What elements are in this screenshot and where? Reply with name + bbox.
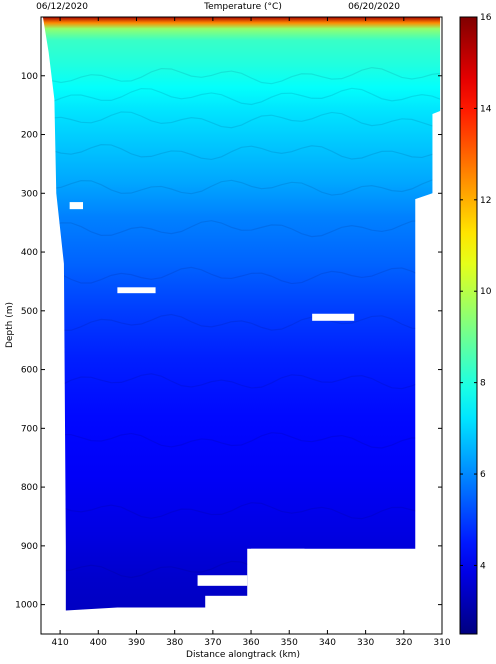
y-tick-label: 800 bbox=[21, 483, 38, 493]
missing-data-patch bbox=[69, 202, 84, 210]
y-tick-label: 100 bbox=[21, 72, 38, 82]
x-tick-label: 410 bbox=[52, 638, 69, 648]
y-tick-label: 600 bbox=[21, 366, 38, 376]
plot-frame bbox=[40, 16, 443, 635]
colorbar-tick-label: 16 bbox=[480, 13, 492, 23]
y-axis-label: Depth (m) bbox=[5, 302, 15, 348]
isotherm-line bbox=[42, 220, 441, 238]
x-tick-label: 360 bbox=[242, 638, 259, 648]
y-tick-label: 1000 bbox=[15, 601, 38, 611]
x-tick-label: 330 bbox=[357, 638, 374, 648]
y-axis-ticks: 100 200 300 400 500 600 700 800 900 1000 bbox=[15, 72, 442, 611]
isotherm-line bbox=[42, 502, 441, 520]
colorbar-tick-label: 14 bbox=[480, 104, 492, 114]
missing-data-patch bbox=[117, 287, 156, 294]
x-tick-label: 390 bbox=[128, 638, 145, 648]
isotherm-line bbox=[42, 66, 441, 85]
isotherm-line bbox=[42, 373, 441, 390]
y-tick-label: 300 bbox=[21, 189, 38, 199]
colorbar-tick-label: 6 bbox=[480, 470, 486, 480]
y-tick-label: 200 bbox=[21, 131, 38, 141]
x-axis-label: Distance alongtrack (km) bbox=[186, 650, 300, 660]
temperature-field bbox=[42, 17, 441, 611]
y-tick-label: 500 bbox=[21, 307, 38, 317]
colorbar-tick-label: 12 bbox=[480, 196, 491, 206]
x-tick-label: 380 bbox=[166, 638, 183, 648]
x-axis-ticks: 410 400 390 380 370 360 350 340 330 320 310 bbox=[52, 17, 451, 648]
missing-data-patch bbox=[312, 313, 355, 321]
missing-data-patch bbox=[197, 575, 248, 586]
colorbar-gradient bbox=[459, 16, 478, 635]
colorbar-tick-label: 10 bbox=[480, 287, 492, 297]
isotherm-line bbox=[42, 87, 441, 106]
section-plot-area: 410 400 390 380 370 360 350 340 330 320 310 100 200… bbox=[15, 16, 451, 648]
x-tick-label: 400 bbox=[90, 638, 107, 648]
x-tick-label: 350 bbox=[281, 638, 298, 648]
x-tick-label: 320 bbox=[395, 638, 412, 648]
colorbar: 4 6 8 10 12 14 16 bbox=[459, 13, 492, 635]
isotherm-line bbox=[42, 313, 441, 331]
date-start-label: 06/12/2020 bbox=[36, 2, 88, 12]
x-tick-label: 310 bbox=[433, 638, 450, 648]
date-end-label: 06/20/2020 bbox=[348, 2, 400, 12]
x-tick-label: 340 bbox=[319, 638, 336, 648]
x-tick-label: 370 bbox=[204, 638, 221, 648]
isotherm-line bbox=[42, 178, 441, 196]
isotherm-line bbox=[42, 266, 441, 285]
missing-data-patch bbox=[205, 595, 252, 608]
chart-title: Temperature (°C) bbox=[203, 2, 282, 12]
colorbar-tick-label: 4 bbox=[480, 561, 486, 571]
isotherm-line bbox=[42, 432, 441, 449]
y-tick-label: 700 bbox=[21, 424, 38, 434]
missing-data-patches bbox=[69, 202, 355, 608]
y-tick-label: 400 bbox=[21, 248, 38, 258]
y-tick-label: 900 bbox=[21, 542, 38, 552]
isotherm-line bbox=[42, 111, 441, 129]
isotherm-contours bbox=[42, 66, 441, 579]
missing-data-patch bbox=[251, 548, 305, 553]
colorbar-tick-label: 8 bbox=[480, 379, 486, 389]
colorbar-ticks: 4 6 8 10 12 14 16 bbox=[460, 13, 492, 571]
isotherm-line bbox=[42, 144, 441, 161]
